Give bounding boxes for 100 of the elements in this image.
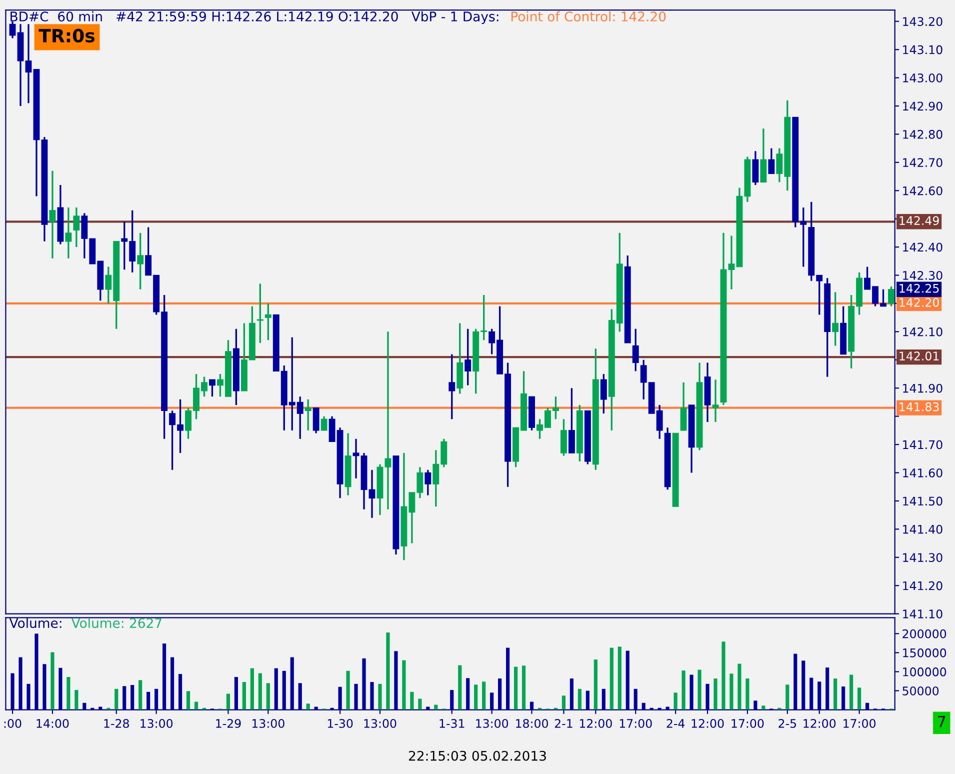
- bar: [786, 684, 790, 710]
- bar: [706, 684, 710, 710]
- candlestick: [600, 373, 607, 414]
- y-tick-label: 142.40: [903, 242, 942, 252]
- bar: [314, 706, 318, 710]
- bar: [674, 692, 678, 710]
- bar: [450, 690, 454, 710]
- bar: [386, 632, 390, 710]
- bar: [346, 670, 350, 710]
- bar: [98, 706, 102, 710]
- candlestick: [760, 128, 767, 183]
- bar: [258, 673, 262, 710]
- bar: [138, 680, 142, 710]
- bar: [506, 648, 510, 710]
- x-tick-label: 12:00: [692, 718, 724, 728]
- x-tick-label: 1-30: [328, 718, 353, 728]
- bar: [530, 702, 534, 710]
- candlestick: [65, 206, 72, 260]
- bar: [802, 660, 806, 710]
- bar: [490, 692, 494, 710]
- candlestick: [320, 415, 328, 432]
- candlestick: [312, 407, 320, 434]
- x-tick-label: 1-31: [440, 718, 464, 728]
- bar: [818, 682, 822, 710]
- annotation: TR:0s: [38, 28, 95, 42]
- bar: [634, 688, 638, 710]
- bar: [410, 692, 414, 710]
- bar: [42, 664, 46, 710]
- y-tick-label: 141.10: [903, 610, 942, 618]
- bar: [522, 666, 526, 710]
- x-tick-label: 1-28: [104, 718, 129, 728]
- bar: [618, 646, 622, 710]
- candlestick: [264, 302, 272, 341]
- y-tick-label: 143.10: [903, 45, 942, 54]
- text: 22:15:03 05.02.2013: [408, 750, 546, 761]
- bar: [378, 684, 382, 710]
- y-tick-label: 143.00: [903, 73, 942, 82]
- bar: [682, 670, 686, 710]
- y-tick-label: 141.60: [903, 468, 942, 478]
- bar: [274, 668, 278, 710]
- bar: [865, 702, 870, 710]
- bar: [426, 706, 430, 710]
- bar: [194, 702, 198, 710]
- y-tick-label: 100000: [903, 667, 946, 676]
- bar: [570, 678, 574, 710]
- bar: [10, 673, 14, 710]
- candlestick: [25, 23, 32, 104]
- x-tick-label: 18:00: [516, 718, 548, 728]
- y-tick-label: 142.70: [903, 158, 942, 168]
- x-tick-label: 13:00: [476, 718, 508, 728]
- bar: [586, 690, 590, 710]
- chart-title: BD#C 60 min #42 21:59:59 H:142.26 L:142.19 O:142.20 VbP - 1 Days:: [10, 11, 498, 24]
- chart-title: Volume:: [9, 618, 62, 628]
- ref-line-label: 142.49: [900, 216, 939, 226]
- bar: [722, 642, 726, 710]
- x-tick-label: 17:00: [844, 718, 876, 728]
- x-tick-label: 2-4: [666, 718, 685, 728]
- bar: [857, 688, 862, 710]
- text: 7: [938, 716, 946, 728]
- bar: [746, 678, 750, 710]
- candlestick: [49, 170, 56, 260]
- bar: [18, 657, 22, 710]
- bar: [58, 668, 62, 710]
- y-tick-label: 143.20: [903, 17, 942, 26]
- bar: [114, 688, 118, 710]
- y-tick-label: 142.90: [903, 102, 942, 111]
- ref-line-label: 141.83: [900, 402, 939, 412]
- bar: [122, 686, 126, 710]
- bar: [266, 683, 270, 710]
- bar: [602, 688, 606, 710]
- bar: [130, 685, 134, 710]
- bar: [82, 702, 86, 710]
- bar: [514, 666, 518, 710]
- bar: [626, 650, 630, 710]
- bar: [594, 660, 598, 710]
- candlestick: [424, 469, 432, 496]
- bar: [698, 670, 702, 710]
- bar: [474, 684, 478, 710]
- candlestick: [560, 418, 567, 457]
- y-tick-label: 150000: [903, 648, 946, 658]
- y-tick-label: 141.30: [903, 553, 942, 562]
- x-tick-label: 17:00: [732, 718, 764, 728]
- candlestick: [464, 328, 472, 386]
- bar: [162, 644, 166, 710]
- chart-subtitle: Volume: 2627: [71, 618, 162, 628]
- bar: [578, 688, 582, 710]
- y-tick-label: 141.50: [903, 496, 942, 506]
- bar: [242, 682, 246, 710]
- y-tick-label: 141.70: [903, 440, 942, 450]
- bar: [714, 678, 718, 710]
- bar: [826, 668, 830, 710]
- bar: [298, 683, 302, 710]
- y-tick-label: 50000: [902, 686, 939, 696]
- candlestick: [73, 206, 80, 248]
- candlestick: [304, 398, 312, 432]
- candlestick: [448, 353, 456, 420]
- bar: [458, 665, 462, 710]
- bar: [186, 691, 190, 710]
- bar: [610, 648, 614, 710]
- candlestick: [9, 20, 16, 40]
